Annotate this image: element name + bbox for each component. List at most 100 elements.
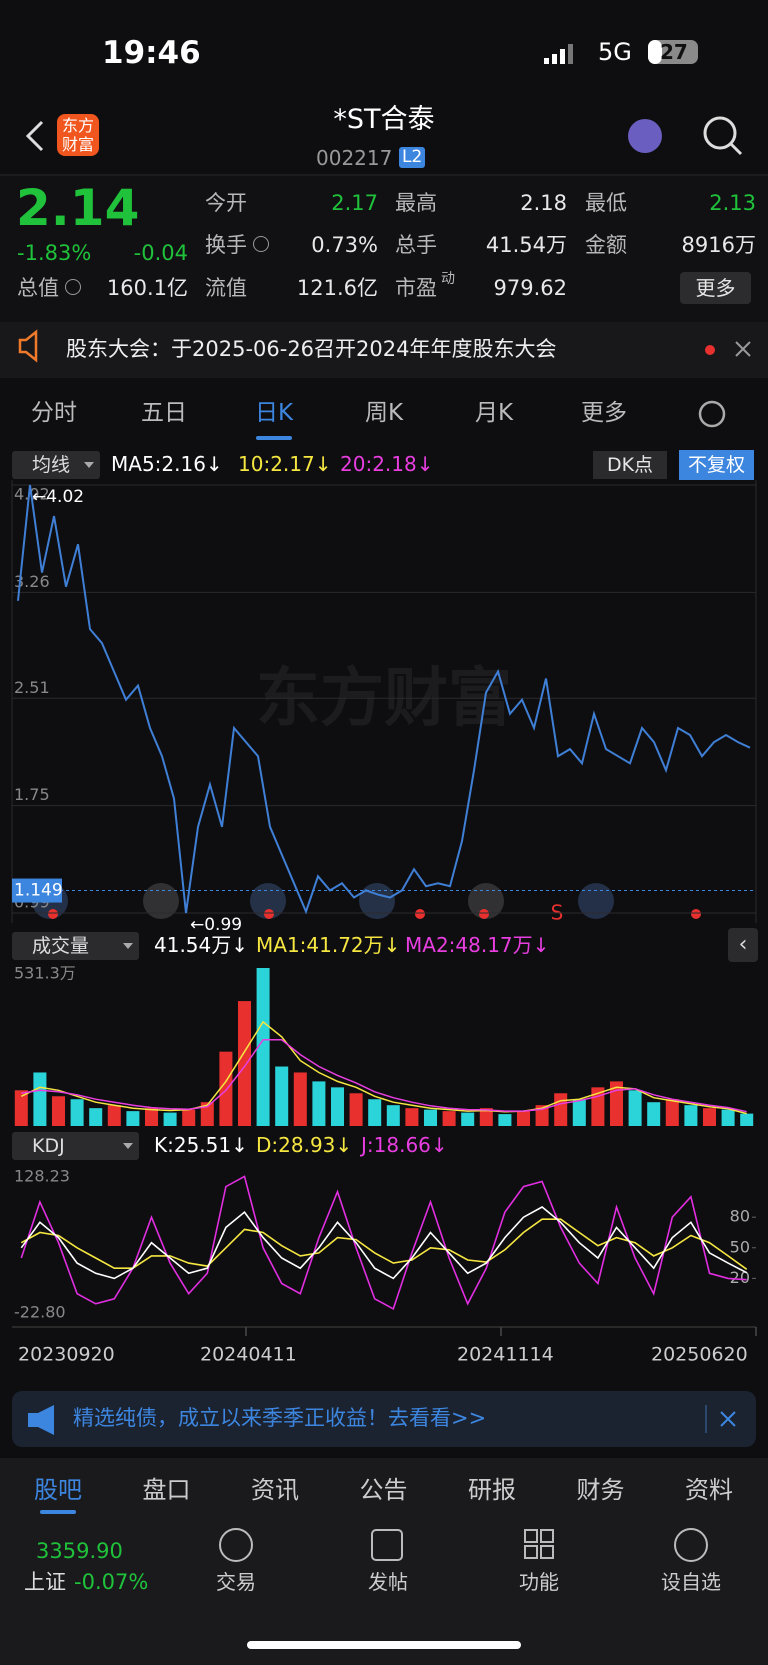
date-label: 20250620 (651, 1344, 748, 1366)
field-label: 金额 (585, 233, 627, 257)
battery-pct: 27 (660, 40, 688, 64)
bottom-tab[interactable]: 资讯 (251, 1476, 299, 1504)
adjust-button[interactable]: 不复权 (679, 450, 754, 480)
ad-text[interactable]: 精选纯债，成立以来季季正收益！去看看>> (73, 1406, 487, 1430)
y-tick-label: 1.75 (14, 785, 50, 804)
collapse-button[interactable]: ‹ (728, 928, 758, 962)
action[interactable]: 发帖 (368, 1570, 408, 1594)
notice[interactable]: 股东大会：于2025-06-26召开2024年年度股东大会 (66, 337, 557, 361)
legend-item: 10:2.17↓ (238, 452, 332, 476)
volume-bar (628, 1090, 642, 1126)
field-value: 121.6亿 (296, 276, 378, 300)
index-name: 上证 (24, 1570, 66, 1594)
volume-bar (479, 1108, 493, 1126)
ad-bg (12, 1391, 756, 1447)
line (21, 1039, 747, 1113)
bottom-tab[interactable]: 研报 (468, 1476, 516, 1504)
battery-level (648, 40, 662, 64)
logo-line: 东方 (61, 116, 94, 135)
field-label: 换手 (205, 233, 247, 257)
volume-bar (293, 1072, 307, 1126)
l2-badge[interactable]: L2 (399, 147, 426, 168)
legend-item: J:18.66↓ (361, 1133, 448, 1157)
volume-bar (647, 1102, 661, 1126)
notice-close[interactable] (735, 341, 751, 357)
price: 2.14 (16, 179, 140, 237)
stock-title: *ST合泰 (333, 104, 435, 135)
field-label: 最高 (395, 191, 437, 215)
field-value: 0.73% (311, 233, 378, 257)
volume-bar (609, 1081, 624, 1126)
volume-bar (461, 1112, 475, 1126)
range-label: -22.80 (14, 1303, 66, 1322)
chart-tab[interactable]: 五日 (141, 400, 187, 426)
field-value: 979.62 (493, 276, 567, 300)
bottom-tab[interactable]: 公告 (359, 1476, 408, 1504)
legend-item: 20:2.18↓ (340, 452, 434, 476)
bottom-tab[interactable]: 盘口 (142, 1476, 191, 1504)
volume-bar (516, 1111, 531, 1126)
notice-bg (0, 322, 768, 378)
bottom-tab[interactable]: 财务 (576, 1476, 625, 1504)
line (17, 484, 751, 915)
volume-selector[interactable]: 成交量 (12, 932, 139, 960)
volume-bar (126, 1111, 140, 1126)
volume-bar (368, 1099, 382, 1126)
chart-tab[interactable]: 更多 (581, 400, 627, 426)
volume-bar (740, 1113, 754, 1126)
robot-icon[interactable] (628, 119, 662, 153)
date-label: 20241114 (457, 1344, 554, 1366)
chart-tab[interactable]: 分时 (31, 400, 77, 426)
field-value: 41.54万 (485, 233, 567, 257)
chart-tab[interactable]: 周K (364, 400, 404, 426)
chart-tab[interactable]: 月K (474, 400, 514, 426)
volume-bar (163, 1112, 177, 1126)
volume-bar (237, 1001, 252, 1126)
search-icon[interactable] (703, 116, 737, 150)
bottom-tab[interactable]: 资料 (685, 1476, 733, 1504)
volume-bar (144, 1108, 159, 1126)
volume-bar (200, 1102, 214, 1126)
bottom-tab[interactable]: 股吧 (34, 1476, 82, 1504)
field-label: 流值 (205, 276, 247, 300)
y-tick-label: 50 (730, 1237, 750, 1256)
network: 5G (598, 38, 632, 66)
more-button[interactable]: 更多 (680, 272, 751, 304)
action[interactable]: 功能 (519, 1570, 559, 1594)
action[interactable]: 设自选 (661, 1570, 721, 1594)
kdj-selector[interactable]: KDJ (12, 1132, 139, 1160)
quote-bg (0, 176, 768, 322)
last-price-label: 1.149 (14, 881, 63, 901)
tab-indicator (256, 436, 292, 440)
chart-tab[interactable]: 日K (254, 400, 294, 426)
date-label: 20230920 (18, 1344, 115, 1366)
dk-button[interactable]: DK点 (593, 451, 667, 479)
settings-icon[interactable] (698, 400, 726, 428)
pe-sup: 动 (441, 271, 455, 287)
volume-bar (684, 1105, 698, 1126)
legend-item: MA5:2.16↓ (111, 452, 223, 476)
range-label: 128.23 (14, 1167, 70, 1186)
logo[interactable]: 东方 财富 (57, 114, 99, 156)
volume-bar (107, 1105, 121, 1126)
action[interactable]: 交易 (216, 1570, 256, 1594)
notice-dot (705, 345, 715, 355)
watermark: 东方财富 (256, 662, 512, 736)
low-label: ←0.99 (190, 915, 242, 935)
legend-item: MA1:41.72万↓ (256, 933, 401, 957)
volume-bar (312, 1081, 326, 1126)
y-tick-label: 20 (730, 1268, 750, 1287)
date-label: 20240411 (200, 1344, 297, 1366)
ad-close[interactable] (720, 1411, 736, 1427)
volume-bar (349, 1093, 363, 1126)
legend-item: 41.54万↓ (154, 933, 249, 957)
back-icon[interactable] (25, 120, 44, 152)
ma-selector[interactable]: 均线 (12, 451, 100, 479)
index-change: -0.07% (74, 1570, 149, 1594)
volume-bar (554, 1093, 568, 1126)
volume-bar (256, 968, 270, 1126)
legend-item: MA2:48.17万↓ (405, 933, 550, 957)
change-pct: -1.83% (17, 241, 92, 265)
legend-item: K:25.51↓ (154, 1133, 248, 1157)
volume-bar (423, 1109, 438, 1126)
